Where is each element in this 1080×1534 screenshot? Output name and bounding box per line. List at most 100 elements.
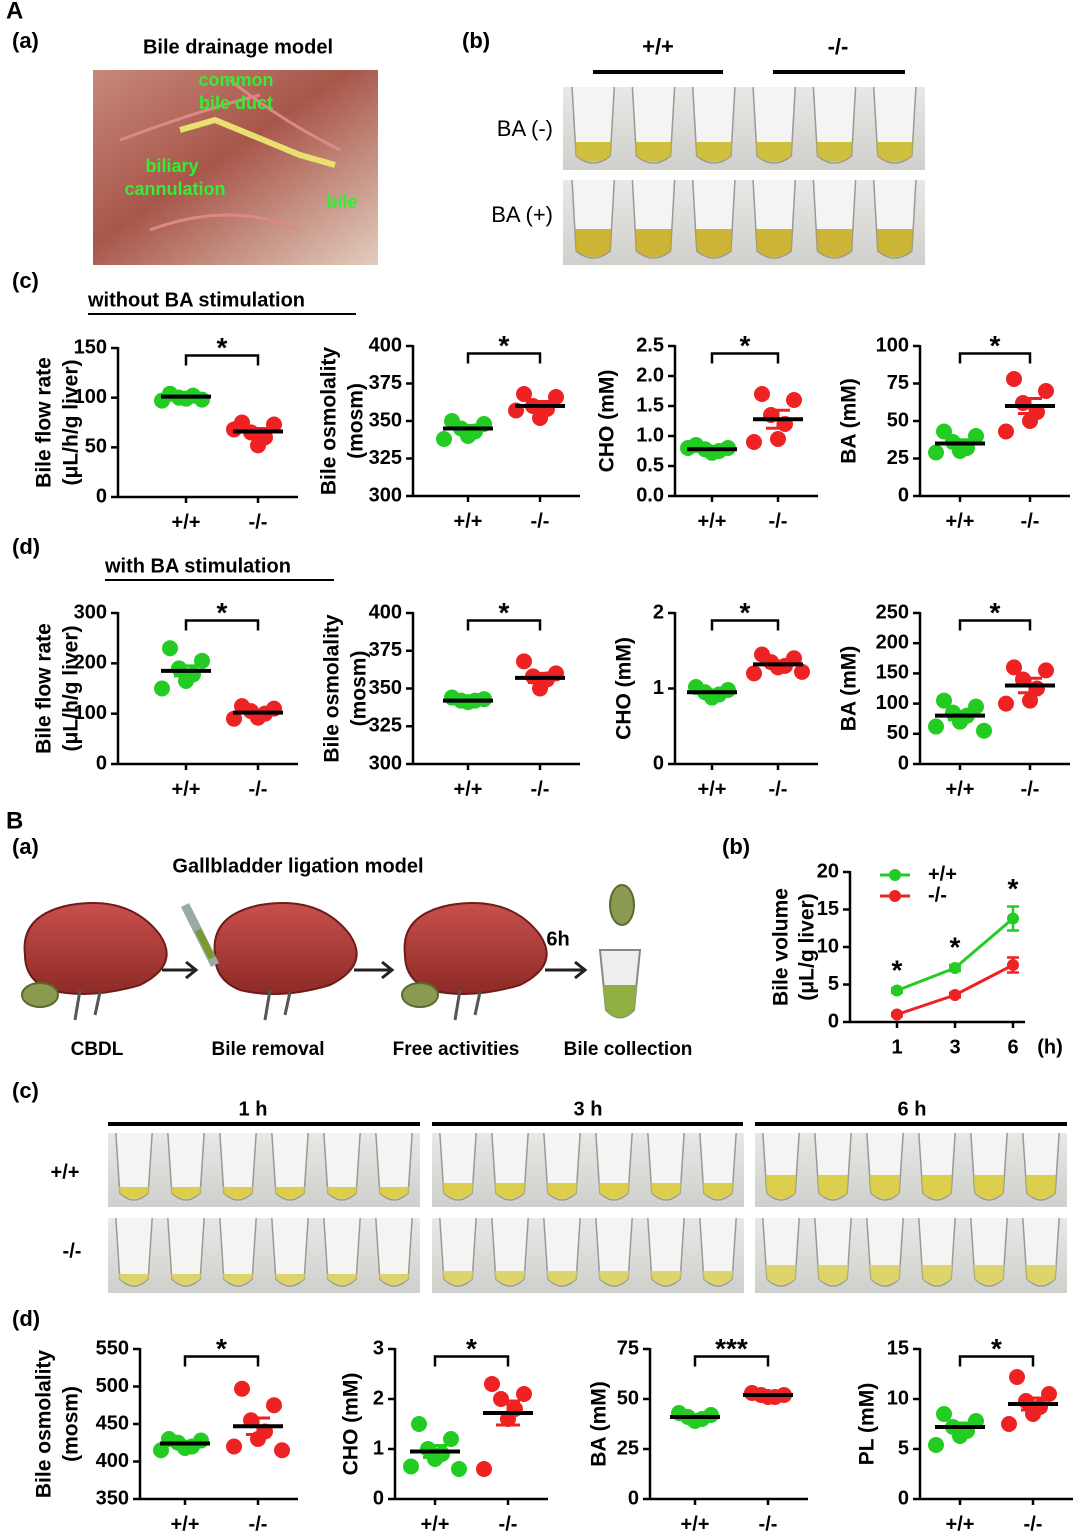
bile-duct bbox=[73, 989, 102, 1021]
step-label: Free activities bbox=[393, 1039, 520, 1060]
tube-liquid bbox=[575, 229, 612, 257]
y-tick-label: 450 bbox=[96, 1412, 129, 1434]
panel-letter: A bbox=[6, 0, 23, 24]
data-point bbox=[1007, 959, 1019, 971]
photo-label: bile bbox=[326, 192, 357, 212]
step-arrow bbox=[354, 960, 395, 980]
y-axis-title: (mosm) bbox=[345, 383, 368, 459]
tube-liquid bbox=[869, 1265, 901, 1285]
data-point bbox=[891, 1008, 903, 1021]
significance-label: *** bbox=[715, 1333, 748, 1364]
y-tick-label: 0 bbox=[628, 1487, 639, 1509]
tube-liquid bbox=[274, 1274, 306, 1285]
y-tick-label: 375 bbox=[369, 639, 402, 661]
data-point bbox=[484, 1376, 500, 1392]
tube-photo bbox=[563, 180, 925, 265]
y-axis-title: BA (mM) bbox=[588, 1381, 611, 1467]
tube-liquid bbox=[598, 1183, 630, 1199]
y-tick-label: 100 bbox=[876, 692, 909, 714]
tube-liquid bbox=[222, 1274, 254, 1285]
significance-label: * bbox=[991, 1333, 1002, 1364]
y-tick-label: 1 bbox=[373, 1437, 384, 1459]
data-point bbox=[1001, 1416, 1017, 1432]
x-tick-label: -/- bbox=[249, 1513, 268, 1534]
data-point bbox=[516, 653, 532, 670]
data-point bbox=[493, 1391, 509, 1407]
significance-bracket bbox=[710, 352, 780, 364]
data-point bbox=[250, 437, 266, 454]
tube-liquid bbox=[442, 1183, 474, 1199]
y-tick-label: 200 bbox=[74, 652, 107, 674]
y-tick-label: 350 bbox=[369, 677, 402, 699]
tube-liquid bbox=[702, 1271, 734, 1285]
data-point bbox=[949, 989, 961, 1001]
data-point bbox=[1007, 912, 1019, 925]
panel-label: (a) bbox=[12, 834, 39, 859]
significance-label: * bbox=[499, 597, 510, 628]
liver bbox=[23, 902, 168, 995]
y-tick-label: 20 bbox=[817, 860, 839, 882]
data-point bbox=[998, 695, 1014, 712]
x-axis-title: (h) bbox=[1037, 1036, 1063, 1058]
y-tick-label: 75 bbox=[617, 1337, 639, 1359]
data-point bbox=[226, 1438, 242, 1455]
y-tick-label: 10 bbox=[887, 1387, 909, 1409]
data-point bbox=[936, 692, 952, 709]
y-axis-title: (μL/h/g liver) bbox=[60, 359, 83, 485]
tube bbox=[491, 1217, 529, 1287]
panel-letter: B bbox=[6, 807, 23, 834]
tube bbox=[115, 1217, 153, 1287]
tube-liquid bbox=[170, 1187, 202, 1199]
y-axis-title: PL (mM) bbox=[856, 1383, 879, 1465]
group-label: -/- bbox=[828, 34, 849, 59]
significance-label: * bbox=[216, 1333, 227, 1364]
y-axis-title: BA (mM) bbox=[838, 646, 861, 732]
gallbladder bbox=[401, 982, 439, 1008]
tube-liquid bbox=[494, 1183, 526, 1199]
tube bbox=[439, 1217, 477, 1287]
data-point bbox=[516, 1386, 532, 1402]
panel-label: (c) bbox=[12, 1078, 39, 1103]
data-point bbox=[266, 1397, 282, 1414]
significance-label: * bbox=[1008, 873, 1019, 904]
group-label: +/+ bbox=[642, 34, 674, 59]
y-axis-title: (mosm) bbox=[348, 651, 371, 727]
data-point bbox=[949, 962, 961, 974]
y-tick-label: 50 bbox=[617, 1387, 639, 1409]
step-label: CBDL bbox=[71, 1039, 124, 1060]
y-axis-title: Bile osmolality bbox=[321, 614, 344, 763]
y-axis-title: Bile flow rate bbox=[33, 357, 56, 488]
y-tick-label: 50 bbox=[85, 436, 107, 458]
data-point bbox=[476, 1461, 492, 1477]
gallbladder bbox=[21, 982, 59, 1008]
tube-liquid bbox=[650, 1183, 682, 1199]
panel-label: (a) bbox=[12, 28, 39, 53]
significance-bracket bbox=[693, 1355, 770, 1367]
significance-label: * bbox=[990, 330, 1001, 361]
y-tick-label: 0.0 bbox=[636, 484, 664, 506]
y-tick-label: 10 bbox=[817, 935, 839, 957]
x-tick-label: +/+ bbox=[172, 511, 201, 533]
data-point bbox=[746, 434, 762, 450]
x-tick-label: -/- bbox=[1024, 1513, 1043, 1534]
y-tick-label: 5 bbox=[898, 1437, 909, 1459]
data-point bbox=[1006, 371, 1022, 387]
x-tick-label: 1 bbox=[891, 1036, 902, 1058]
data-point bbox=[754, 386, 770, 402]
panel-label: (d) bbox=[12, 1306, 40, 1331]
bile-duct bbox=[263, 989, 292, 1021]
significance-label: * bbox=[466, 1333, 477, 1364]
row-heading: with BA stimulation bbox=[104, 555, 291, 577]
tube-liquid bbox=[817, 1175, 849, 1199]
data-point bbox=[928, 1437, 944, 1453]
y-tick-label: 350 bbox=[369, 409, 402, 431]
tube-liquid bbox=[869, 1175, 901, 1199]
y-tick-label: 0 bbox=[96, 485, 107, 507]
x-tick-label: -/- bbox=[499, 1513, 518, 1534]
y-tick-label: 200 bbox=[876, 631, 909, 653]
y-tick-label: 3 bbox=[373, 1337, 384, 1359]
data-point bbox=[226, 710, 242, 727]
y-tick-label: 2 bbox=[653, 601, 664, 623]
data-point bbox=[1022, 692, 1038, 709]
y-tick-label: 325 bbox=[369, 447, 402, 469]
